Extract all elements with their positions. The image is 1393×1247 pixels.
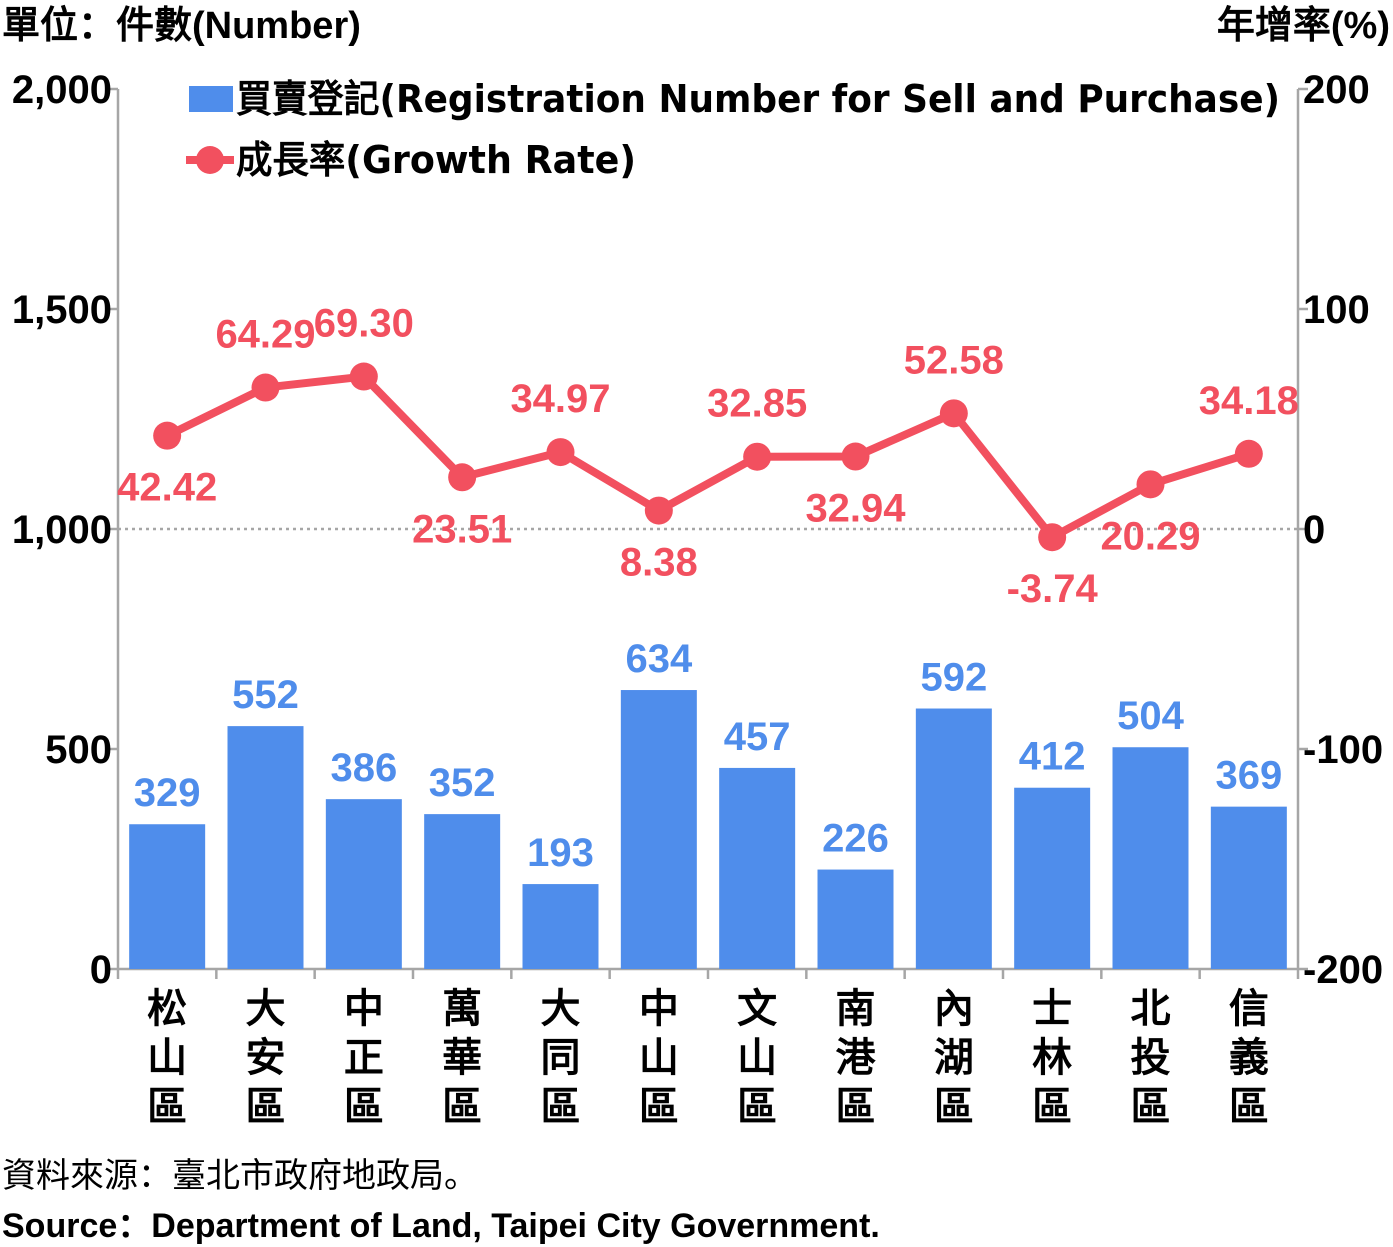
- left-tick-label: 1,000: [12, 508, 112, 552]
- category-label: 內湖區: [934, 986, 974, 1130]
- growth-rate-label: 32.85: [707, 382, 807, 426]
- growth-rate-point: [939, 399, 968, 428]
- bar-value-label: 504: [1117, 694, 1184, 738]
- growth-rate-point: [349, 362, 378, 391]
- left-tick-label: 0: [90, 948, 112, 992]
- growth-rate-label: 64.29: [215, 313, 315, 357]
- legend-bar-label: 買賣登記(Registration Number for Sell and Pu…: [236, 77, 1280, 121]
- bar: [1014, 787, 1091, 969]
- growth-rate-point: [841, 442, 870, 471]
- bar: [817, 869, 894, 969]
- growth-rate-point: [1234, 439, 1263, 468]
- growth-rate-line: [165, 372, 1251, 542]
- bar: [620, 690, 697, 969]
- category-label: 士林區: [1032, 986, 1072, 1130]
- bar-value-label: 552: [232, 673, 299, 717]
- growth-rate-point: [1136, 470, 1165, 499]
- growth-rate-label: 34.97: [510, 377, 610, 421]
- bar-value-label: 457: [724, 715, 791, 759]
- category-label: 中山區: [639, 986, 679, 1130]
- growth-rate-label: 8.38: [620, 541, 698, 585]
- bar: [915, 708, 992, 969]
- growth-rate-point: [1038, 523, 1067, 552]
- bar: [1112, 747, 1189, 969]
- right-tick-label: 0: [1303, 508, 1325, 552]
- bar: [522, 884, 599, 969]
- category-label: 中正區: [344, 986, 384, 1130]
- category-label: 松山區: [147, 986, 187, 1130]
- bar-series: 329 552 386 352 193 634 457 226 592 412 504 369: [129, 637, 1287, 969]
- category-label: 大同區: [541, 986, 581, 1130]
- left-unit-label: 單位：件數(Number): [2, 5, 361, 47]
- legend-line-label: 成長率(Growth Rate): [236, 138, 636, 182]
- right-tick-label: -200: [1303, 948, 1383, 992]
- growth-rate-point: [644, 496, 673, 525]
- bar-value-label: 352: [429, 761, 496, 805]
- growth-rate-label: 52.58: [904, 338, 1004, 382]
- left-tick-label: 1,500: [12, 288, 112, 332]
- bar-value-label: 592: [920, 656, 987, 700]
- bar: [424, 814, 501, 969]
- growth-rate-label: -3.74: [1007, 567, 1099, 611]
- bar-value-label: 329: [134, 771, 201, 815]
- legend-bar-swatch: [189, 86, 233, 112]
- bar: [1210, 806, 1287, 969]
- category-label: 萬華區: [442, 986, 482, 1130]
- category-label: 大安區: [246, 986, 286, 1130]
- growth-rate-label: 20.29: [1100, 514, 1200, 558]
- category-label: 文山區: [737, 986, 777, 1130]
- source-en: Source：Department of Land, Taipei City G…: [2, 1207, 880, 1245]
- left-tick-label: 2,000: [12, 68, 112, 112]
- growth-rate-point: [153, 421, 182, 450]
- category-label: 南港區: [836, 986, 877, 1130]
- right-tick-label: 200: [1303, 68, 1370, 112]
- growth-rate-label: 34.18: [1199, 379, 1299, 423]
- growth-rate-point: [251, 373, 280, 402]
- legend: 買賣登記(Registration Number for Sell and Pu…: [186, 77, 1280, 182]
- growth-registration-combo-chart: 單位：件數(Number) 年增率(%) 0 500 1,000 1,500 2,000…: [2, 5, 1390, 1130]
- growth-rate-point: [448, 463, 477, 492]
- bar-value-label: 193: [527, 831, 594, 875]
- category-label: 北投區: [1131, 986, 1171, 1130]
- bar-value-label: 634: [625, 637, 692, 681]
- bar: [325, 799, 402, 969]
- bar: [129, 824, 206, 969]
- bar-value-label: 386: [330, 746, 397, 790]
- left-tick-label: 500: [45, 728, 112, 772]
- bar-value-label: 226: [822, 817, 889, 861]
- bar-value-label: 412: [1019, 735, 1086, 779]
- growth-rate-label: 42.42: [117, 466, 217, 510]
- growth-rate-point: [546, 438, 575, 467]
- bar: [227, 726, 304, 969]
- legend-line-marker: [196, 146, 224, 174]
- growth-rate-label: 23.51: [412, 507, 512, 551]
- axes: 0 500 1,000 1,500 2,000 -200 -100 0 100 200 松山區 大安區…: [12, 68, 1383, 1130]
- bar: [719, 767, 796, 969]
- right-unit-label: 年增率(%): [1217, 5, 1390, 47]
- category-label: 信義區: [1229, 986, 1269, 1130]
- bar-value-label: 369: [1215, 754, 1282, 798]
- growth-rate-label: 32.94: [805, 487, 906, 531]
- source-zh: 資料來源：臺北市政府地政局。: [2, 1156, 478, 1196]
- growth-rate-label: 69.30: [314, 302, 414, 346]
- growth-rate-point: [743, 442, 772, 471]
- right-tick-label: -100: [1303, 728, 1383, 772]
- right-tick-label: 100: [1303, 288, 1370, 332]
